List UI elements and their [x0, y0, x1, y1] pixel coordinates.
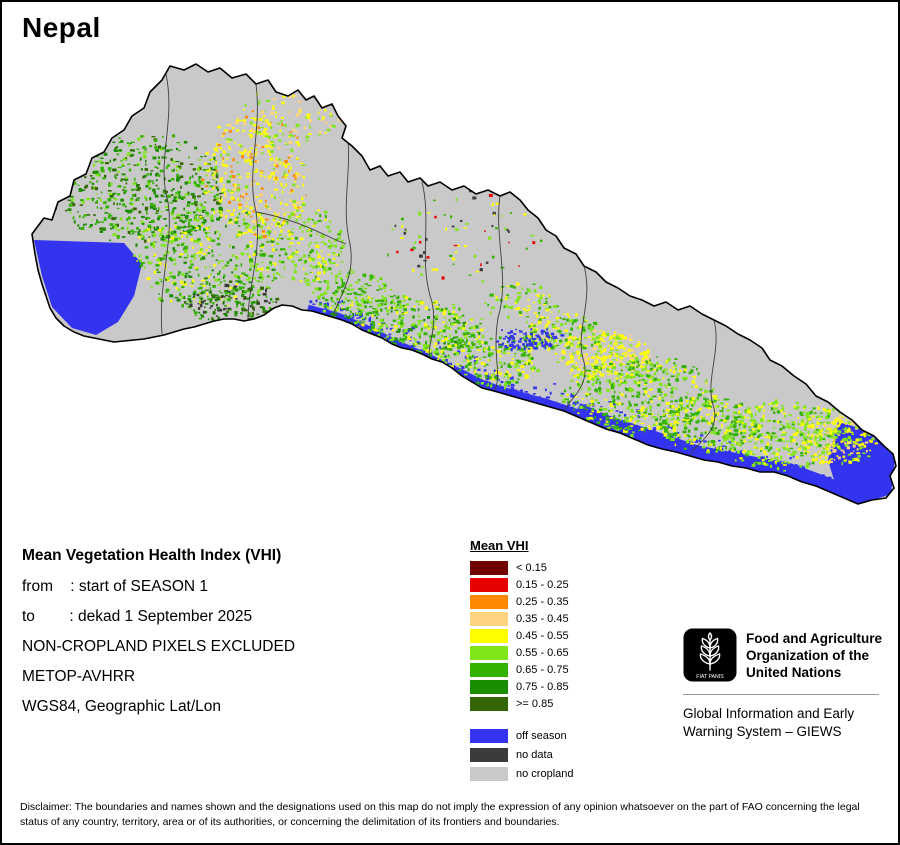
page-title: Nepal: [22, 12, 101, 43]
fao-logo-icon: FIAT PANIS: [683, 628, 737, 682]
info-block: Mean Vegetation Health Index (VHI) from …: [22, 547, 295, 728]
legend-label: < 0.15: [516, 561, 547, 574]
fao-divider: [683, 694, 879, 695]
legend-swatch: [470, 628, 508, 643]
giews-label: Global Information and Early Warning Sys…: [683, 706, 855, 739]
legend-row: 0.25 - 0.35: [470, 593, 630, 610]
legend-swatch: [470, 679, 508, 694]
legend-swatch: [470, 766, 508, 781]
info-line-sensor: METOP-AVHRR: [22, 668, 136, 685]
legend-swatch: [470, 577, 508, 592]
nepal-outline: [31, 63, 897, 505]
legend-swatch: [470, 594, 508, 609]
legend-swatch: [470, 662, 508, 677]
legend-swatch: [470, 560, 508, 575]
legend-title: Mean VHI: [470, 538, 529, 553]
legend-label: 0.75 - 0.85: [516, 680, 569, 693]
info-line-to: to : dekad 1 September 2025: [22, 608, 253, 625]
legend-classes: < 0.15 0.15 - 0.25 0.25 - 0.35 0.35 - 0.45 0…: [470, 559, 630, 712]
legend-label: no cropland: [516, 767, 574, 780]
legend-label: no data: [516, 748, 553, 761]
legend-row: no cropland: [470, 764, 630, 783]
disclaimer: Disclaimer: The boundaries and names sho…: [20, 801, 860, 828]
legend-extras: off season no data no cropland: [470, 726, 630, 783]
legend-label: 0.25 - 0.35: [516, 595, 569, 608]
legend: Mean VHI < 0.15 0.15 - 0.25 0.25 - 0.35 0.3…: [470, 538, 630, 783]
legend-row: >= 0.85: [470, 695, 630, 712]
info-heading: Mean Vegetation Health Index (VHI): [22, 547, 282, 564]
legend-swatch: [470, 696, 508, 711]
legend-label: 0.35 - 0.45: [516, 612, 569, 625]
legend-row: < 0.15: [470, 559, 630, 576]
legend-label: 0.65 - 0.75: [516, 663, 569, 676]
legend-label: off season: [516, 729, 567, 742]
legend-label: 0.45 - 0.55: [516, 629, 569, 642]
legend-swatch: [470, 747, 508, 762]
info-line-noncropland: NON-CROPLAND PIXELS EXCLUDED: [22, 638, 296, 655]
info-line-projection: WGS84, Geographic Lat/Lon: [22, 698, 222, 715]
legend-row: 0.55 - 0.65: [470, 644, 630, 661]
info-line-from: from : start of SEASON 1: [22, 578, 209, 595]
legend-swatch: [470, 645, 508, 660]
fao-org-name: Food and Agriculture Organization of the…: [746, 631, 882, 680]
legend-row: 0.65 - 0.75: [470, 661, 630, 678]
legend-label: 0.15 - 0.25: [516, 578, 569, 591]
legend-row: 0.35 - 0.45: [470, 610, 630, 627]
legend-row: off season: [470, 726, 630, 745]
district-boundaries: [160, 73, 717, 456]
fao-motto: FIAT PANIS: [696, 674, 724, 680]
legend-row: 0.15 - 0.25: [470, 576, 630, 593]
fao-block: FIAT PANIS Food and Agriculture Organiza…: [683, 628, 888, 741]
legend-swatch: [470, 728, 508, 743]
legend-swatch: [470, 611, 508, 626]
legend-row: 0.75 - 0.85: [470, 678, 630, 695]
legend-label: >= 0.85: [516, 697, 554, 710]
legend-row: no data: [470, 745, 630, 764]
nepal-country-shape: [32, 64, 896, 504]
legend-label: 0.55 - 0.65: [516, 646, 569, 659]
vhi-pixel-layer: [46, 91, 883, 472]
legend-row: 0.45 - 0.55: [470, 627, 630, 644]
